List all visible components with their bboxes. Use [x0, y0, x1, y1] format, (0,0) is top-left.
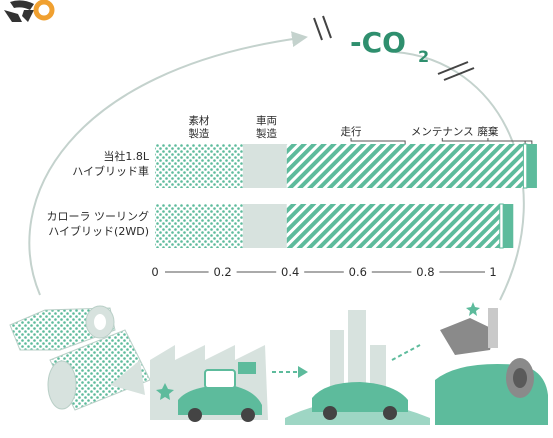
bar-segment-2-4: [499, 203, 504, 249]
flow-arc-right: [394, 51, 525, 301]
bar-segment-2-5: [503, 204, 514, 248]
bar-segment-1-2: [242, 144, 287, 188]
x-tick-label-5: 0.8: [416, 265, 434, 279]
co2-heading: -CO 2: [313, 15, 475, 81]
bar-segment-1-1: [155, 144, 243, 188]
ring-icon: [33, 0, 55, 21]
x-tick-label-4: 0.6: [349, 265, 367, 279]
bar-segment-2-2: [242, 204, 287, 248]
factory-illustration: [150, 345, 268, 422]
series-leader-3: [350, 138, 406, 144]
series-label-2-line-2: 製造: [256, 127, 277, 140]
x-axis: 0 0.2 0.4 0.6 0.8 1: [151, 265, 496, 279]
recycle-badge: [4, 0, 55, 22]
series-leader-5: [487, 138, 533, 144]
series-label-1-line-1: 素材: [188, 114, 209, 127]
series-label-2-line-1: 車両: [256, 114, 277, 127]
series-label-5-line-1: 廃棄: [477, 125, 498, 138]
series-label-1-line-2: 製造: [188, 127, 209, 140]
series-label-4-line-1: メンテナンス: [411, 126, 474, 138]
co2-label: -CO: [350, 26, 406, 59]
city-driving-illustration: [272, 310, 430, 425]
bar-segment-1-3: [286, 144, 524, 188]
x-tick-label-1: 0: [151, 265, 158, 279]
category-label-2-line-1: カローラ ツーリング: [47, 209, 150, 223]
category-label-1-line-1: 当社1.8L: [103, 149, 149, 163]
series-leader-4: [441, 138, 526, 144]
bar-segment-1-4: [522, 143, 528, 189]
sparkle-stars: [156, 302, 480, 400]
maintenance-recycle-illustration: [435, 308, 548, 425]
bar-segment-1-5: [526, 144, 537, 188]
series-label-3-line-1: 走行: [341, 125, 362, 138]
bar-segment-2-3: [286, 204, 500, 248]
x-tick-label-2: 0.2: [213, 265, 231, 279]
x-tick-label-6: 1: [489, 265, 496, 279]
x-tick-label-3: 0.4: [281, 265, 299, 279]
bar-segment-2-1: [155, 204, 243, 248]
category-label-2-line-2: ハイブリッド(2WD): [48, 224, 149, 238]
flow-arc: [28, 31, 308, 296]
co2-subscript: 2: [418, 47, 429, 66]
material-rolls-illustration: [9, 305, 151, 411]
bars: [155, 143, 537, 249]
category-label-1-line-2: ハイブリッド車: [72, 164, 149, 178]
